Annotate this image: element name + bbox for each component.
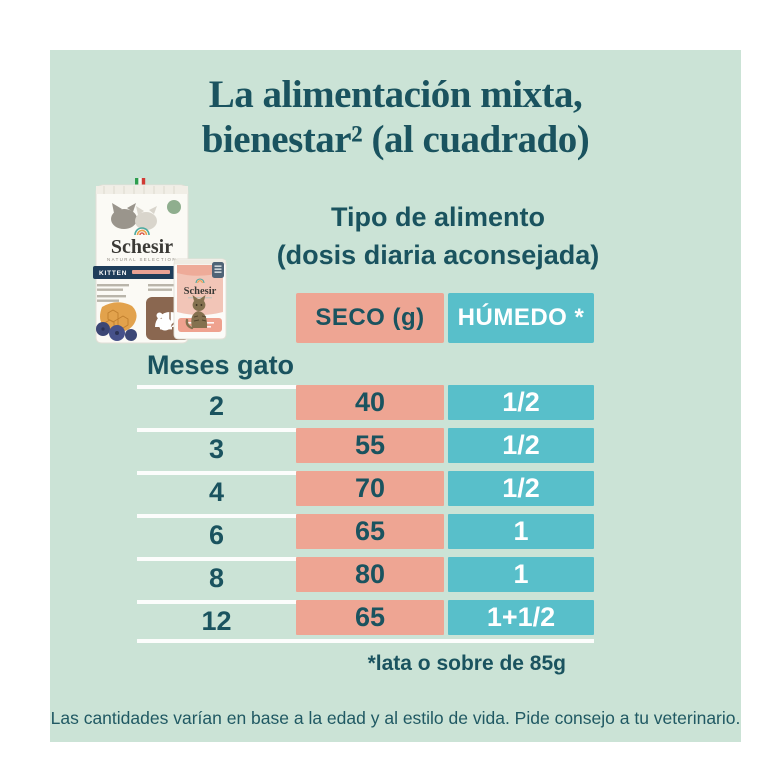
bag-brand-logo: Schesir: [111, 236, 173, 258]
title-line-1: La alimentación mixta,: [208, 73, 583, 116]
table-row: 6 65 1: [137, 514, 594, 557]
table-row: 8 80 1: [137, 557, 594, 600]
bag-range-label: NATURAL SELECTION: [107, 257, 177, 262]
cell-wet: 1: [448, 557, 594, 592]
cell-wet: 1/2: [448, 385, 594, 420]
cell-dry: 80: [296, 557, 444, 592]
cell-dry: 70: [296, 471, 444, 506]
pouch-brand-logo: Schesir: [184, 286, 217, 297]
table-bottom-divider: [137, 639, 594, 643]
table-row: 12 65 1+1/2: [137, 600, 594, 643]
pouch-badge-icon: [212, 262, 224, 278]
table-row: 4 70 1/2: [137, 471, 594, 514]
cell-wet: 1+1/2: [448, 600, 594, 635]
row-divider: [137, 428, 298, 432]
cell-months: 6: [208, 520, 225, 550]
table-title-line-2: (dosis diaria aconsejada): [276, 240, 600, 270]
cell-wet: 1: [448, 514, 594, 549]
column-header-dry: SECO (g): [296, 293, 444, 343]
row-divider: [137, 385, 298, 389]
pouch-rainbow-icon: [195, 278, 205, 284]
kittens-photo: [111, 203, 157, 230]
row-divider: [137, 600, 298, 604]
cell-months: 12: [201, 606, 232, 636]
cell-months: 8: [208, 563, 225, 593]
cell-dry: 40: [296, 385, 444, 420]
footnote: *lata o sobre de 85g: [367, 652, 566, 675]
row-divider: [137, 471, 298, 475]
bag-fine-print: [97, 284, 176, 302]
cell-wet: 1/2: [448, 471, 594, 506]
cell-months: 3: [208, 434, 225, 464]
cell-wet: 1/2: [448, 428, 594, 463]
page-title: La alimentación mixta, bienestar² (al cu…: [50, 72, 741, 162]
cell-months: 2: [208, 391, 225, 421]
title-line-2: bienestar² (al cuadrado): [201, 118, 590, 161]
row-header-label: Meses gato: [147, 350, 295, 380]
table-title: Tipo de alimento (dosis diaria aconsejad…: [208, 198, 668, 274]
column-header-wet: HÚMEDO *: [448, 293, 594, 343]
disclaimer: Las cantidades varían en base a la edad …: [50, 708, 741, 728]
rainbow-logo-icon: [134, 227, 150, 236]
row-divider: [137, 514, 298, 518]
wet-food-pouch-image: Schesir: [173, 258, 227, 340]
dose-table: 2 40 1/2 3 55 1/2 4 70 1/2 6 65 1: [137, 385, 594, 643]
badge-icon: [167, 200, 181, 214]
cell-dry: 65: [296, 600, 444, 635]
column-headers: SECO (g) HÚMEDO *: [296, 293, 594, 343]
cell-dry: 65: [296, 514, 444, 549]
row-divider: [137, 557, 298, 561]
bag-band-label: KITTEN: [99, 270, 127, 277]
cell-months: 4: [208, 477, 225, 507]
table-row: 3 55 1/2: [137, 428, 594, 471]
blueberries-image: [96, 322, 137, 341]
table-title-line-1: Tipo de alimento: [330, 202, 546, 232]
cell-dry: 55: [296, 428, 444, 463]
mint-panel: La alimentación mixta, bienestar² (al cu…: [50, 50, 741, 742]
kitten-photo: [185, 295, 208, 330]
italian-flag-icon: [135, 178, 146, 188]
table-row: 2 40 1/2: [137, 385, 594, 428]
